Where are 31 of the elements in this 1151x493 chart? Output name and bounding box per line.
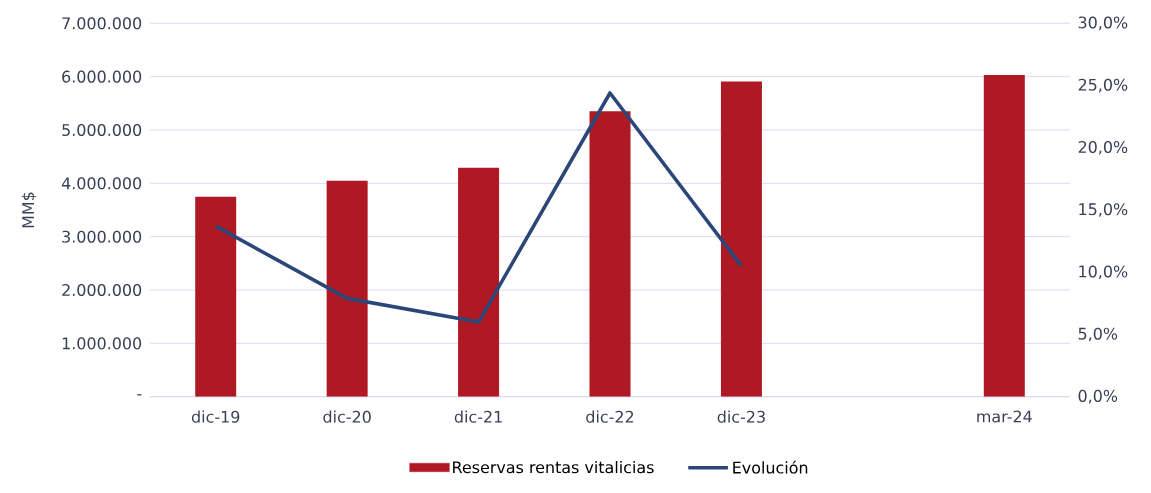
y-tick-label: 6.000.000 — [62, 70, 142, 83]
y2-tick-label: 10,0% — [1079, 265, 1128, 280]
bar — [720, 81, 762, 397]
y2-tick-label: 5,0% — [1078, 327, 1118, 342]
bar — [589, 111, 631, 397]
y-tick-label: - — [137, 394, 142, 396]
legend-label: Reservas rentas vitalicias — [453, 460, 654, 474]
x-tick-label: dic-19 — [191, 410, 240, 423]
y2-tick-label: 30,0% — [1078, 16, 1128, 31]
y2-tick-label: 25,0% — [1078, 78, 1128, 93]
x-tick-label: mar-24 — [977, 410, 1032, 423]
bar — [983, 75, 1025, 397]
line-series — [213, 91, 744, 324]
bar — [458, 167, 500, 397]
y-tick-label: 5.000.000 — [62, 123, 142, 137]
x-tick-label: dic-23 — [717, 410, 765, 423]
y2-tick-label: 0,0% — [1078, 389, 1118, 404]
legend-label: Evolución — [733, 460, 808, 474]
y2-tick-label: 20,0% — [1078, 140, 1128, 155]
y-tick-label: 1.000.000 — [62, 337, 142, 350]
x-tick-label: dic-22 — [586, 410, 634, 423]
y-tick-label: 7.000.000 — [62, 17, 142, 30]
y-axis-title: MM$ — [21, 192, 37, 228]
bar — [326, 180, 368, 397]
y-tick-label: 4.000.000 — [61, 177, 142, 190]
x-tick-label: dic-20 — [323, 410, 371, 423]
y-tick-label: 2.000.000 — [62, 283, 142, 297]
x-tick-label: dic-21 — [454, 410, 502, 423]
y-tick-label: 3.000.000 — [62, 230, 142, 243]
bar — [195, 196, 237, 397]
y2-tick-label: 15,0% — [1079, 203, 1128, 217]
